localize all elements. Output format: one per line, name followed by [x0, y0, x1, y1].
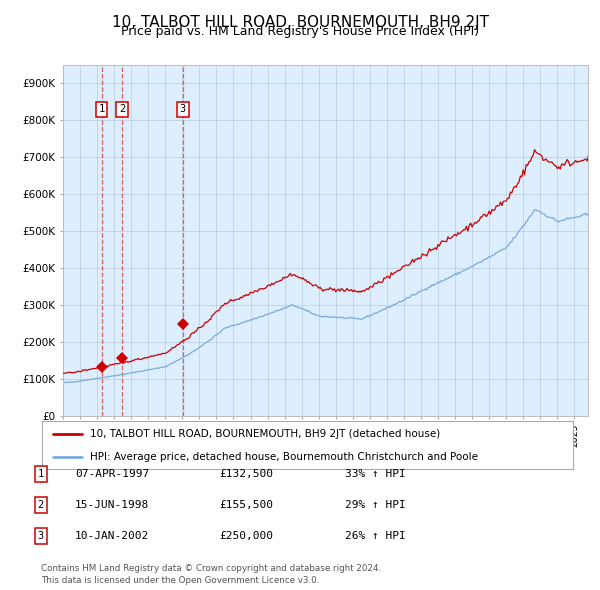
Text: 2: 2 [119, 104, 125, 114]
Text: 26% ↑ HPI: 26% ↑ HPI [345, 531, 406, 540]
Text: HPI: Average price, detached house, Bournemouth Christchurch and Poole: HPI: Average price, detached house, Bour… [90, 452, 478, 462]
Text: £155,500: £155,500 [219, 500, 273, 510]
Text: Price paid vs. HM Land Registry's House Price Index (HPI): Price paid vs. HM Land Registry's House … [121, 25, 479, 38]
Text: 07-APR-1997: 07-APR-1997 [75, 470, 149, 479]
Text: 33% ↑ HPI: 33% ↑ HPI [345, 470, 406, 479]
Text: Contains HM Land Registry data © Crown copyright and database right 2024.
This d: Contains HM Land Registry data © Crown c… [41, 565, 381, 585]
Text: 1: 1 [98, 104, 105, 114]
Text: £132,500: £132,500 [219, 470, 273, 479]
Text: £250,000: £250,000 [219, 531, 273, 540]
Text: 2: 2 [38, 500, 44, 510]
Text: 10-JAN-2002: 10-JAN-2002 [75, 531, 149, 540]
Text: 3: 3 [38, 531, 44, 540]
Text: 15-JUN-1998: 15-JUN-1998 [75, 500, 149, 510]
Text: 3: 3 [180, 104, 186, 114]
Text: 10, TALBOT HILL ROAD, BOURNEMOUTH, BH9 2JT (detached house): 10, TALBOT HILL ROAD, BOURNEMOUTH, BH9 2… [90, 429, 440, 439]
Text: 29% ↑ HPI: 29% ↑ HPI [345, 500, 406, 510]
Text: 10, TALBOT HILL ROAD, BOURNEMOUTH, BH9 2JT: 10, TALBOT HILL ROAD, BOURNEMOUTH, BH9 2… [112, 15, 488, 30]
Text: 1: 1 [38, 470, 44, 479]
